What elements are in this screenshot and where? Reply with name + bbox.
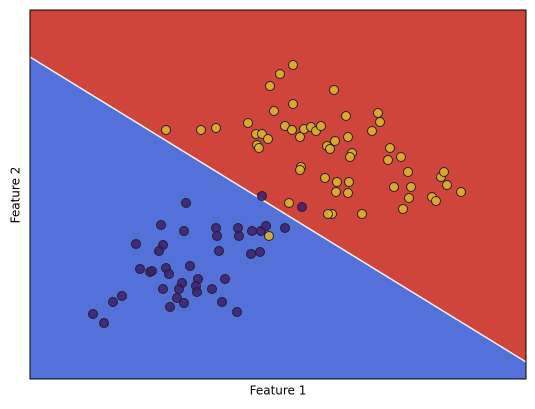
- point: [263, 134, 273, 144]
- point: [257, 191, 267, 201]
- point: [316, 121, 326, 131]
- plot-frame: [29, 9, 527, 380]
- y-axis-label: Feature 2: [9, 167, 23, 224]
- point: [275, 69, 285, 79]
- point: [439, 167, 449, 177]
- point: [341, 111, 351, 121]
- point: [164, 269, 174, 279]
- x-axis-label: Feature 1: [250, 384, 307, 398]
- plot-area: [29, 10, 527, 379]
- point: [108, 297, 118, 307]
- point: [295, 165, 305, 175]
- point: [192, 287, 202, 297]
- decision-boundary: [29, 56, 527, 363]
- point: [329, 85, 339, 95]
- point: [398, 204, 408, 214]
- point: [332, 177, 342, 187]
- point: [344, 177, 354, 187]
- point: [345, 152, 355, 162]
- point: [214, 246, 224, 256]
- point: [284, 198, 294, 208]
- point: [211, 123, 221, 133]
- point: [154, 246, 164, 256]
- point: [456, 187, 466, 197]
- point: [172, 293, 182, 303]
- point: [264, 231, 274, 241]
- point: [396, 152, 406, 162]
- point: [174, 284, 184, 294]
- point: [246, 249, 256, 259]
- point: [232, 307, 242, 317]
- point: [269, 106, 279, 116]
- point: [297, 202, 307, 212]
- point: [207, 284, 217, 294]
- point: [217, 297, 227, 307]
- point: [404, 193, 414, 203]
- region: [30, 57, 526, 379]
- point: [265, 81, 275, 91]
- point: [325, 144, 335, 154]
- point: [343, 188, 353, 198]
- point: [220, 274, 230, 284]
- point: [261, 221, 271, 231]
- point: [367, 126, 377, 136]
- point: [212, 231, 222, 241]
- point: [375, 117, 385, 127]
- region: [30, 10, 526, 362]
- point: [179, 298, 189, 308]
- point: [383, 155, 393, 165]
- point: [254, 143, 264, 153]
- point: [147, 266, 157, 276]
- point: [161, 125, 171, 135]
- point: [179, 226, 189, 236]
- point: [331, 187, 341, 197]
- point: [88, 309, 98, 319]
- point: [287, 125, 297, 135]
- point: [330, 136, 340, 146]
- point: [357, 209, 367, 219]
- point: [373, 108, 383, 118]
- point: [234, 231, 244, 241]
- point: [280, 223, 290, 233]
- point: [181, 198, 191, 208]
- point: [131, 239, 141, 249]
- point: [385, 143, 395, 153]
- point: [255, 247, 265, 257]
- point: [158, 284, 168, 294]
- point: [165, 302, 175, 312]
- point: [288, 60, 298, 70]
- point: [431, 196, 441, 206]
- point: [343, 132, 353, 142]
- point: [135, 264, 145, 274]
- point: [117, 291, 127, 301]
- point: [196, 125, 206, 135]
- point: [403, 167, 413, 177]
- point: [320, 173, 330, 183]
- point: [406, 182, 416, 192]
- point: [295, 132, 305, 142]
- point: [288, 99, 298, 109]
- point: [156, 220, 166, 230]
- point: [247, 226, 257, 236]
- point: [442, 180, 452, 190]
- point: [99, 318, 109, 328]
- point: [389, 182, 399, 192]
- point: [185, 261, 195, 271]
- point: [323, 209, 333, 219]
- point: [243, 118, 253, 128]
